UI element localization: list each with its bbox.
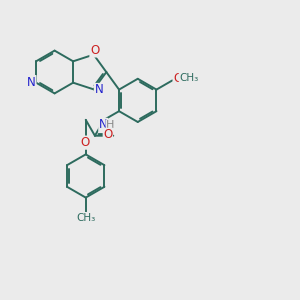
Text: N: N xyxy=(99,118,108,131)
Text: H: H xyxy=(106,120,115,130)
Text: CH₃: CH₃ xyxy=(77,212,96,223)
Text: CH₃: CH₃ xyxy=(179,73,199,83)
Text: O: O xyxy=(103,128,112,141)
Text: O: O xyxy=(90,44,99,57)
Text: O: O xyxy=(81,136,90,149)
Text: N: N xyxy=(94,83,103,97)
Text: O: O xyxy=(173,72,182,86)
Text: N: N xyxy=(27,76,36,88)
